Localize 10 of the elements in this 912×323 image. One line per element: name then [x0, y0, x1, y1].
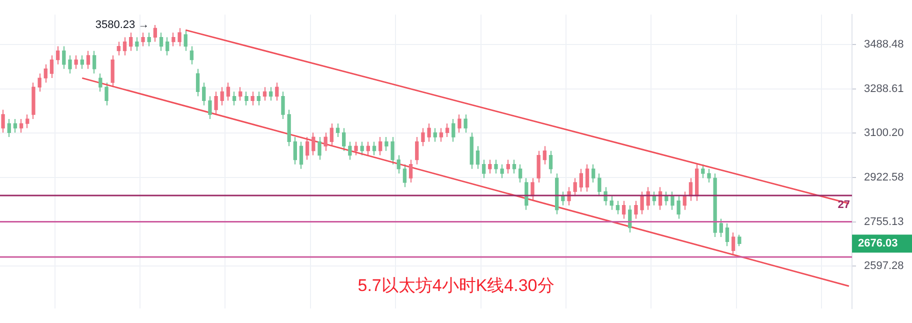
y-tick-label: 3100.20 — [864, 127, 904, 140]
y-tick-label: 3488.48 — [864, 38, 904, 51]
annotation: 3580.23 → — [95, 19, 150, 31]
y-tick-label: 3288.61 — [864, 82, 904, 95]
y-tick-label: 2755.13 — [864, 216, 904, 228]
y-tick-label: 2597.28 — [864, 260, 904, 272]
annotation: 27 — [838, 199, 850, 212]
text: 2676.03 — [858, 238, 898, 250]
text: 5.7以太坊4小时K线4.30分 — [358, 276, 554, 296]
y-tick-label: 2922.58 — [864, 171, 904, 184]
